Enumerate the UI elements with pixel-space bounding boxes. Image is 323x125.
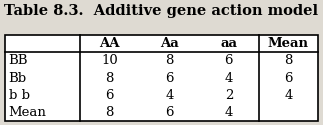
Text: Mean: Mean [9, 106, 47, 119]
Text: 6: 6 [165, 72, 173, 85]
Text: aa: aa [220, 37, 237, 50]
Text: 10: 10 [101, 54, 118, 67]
Text: 6: 6 [224, 54, 233, 67]
Text: 6: 6 [165, 106, 173, 119]
Text: AA: AA [99, 37, 120, 50]
Text: 4: 4 [225, 106, 233, 119]
Text: Mean: Mean [268, 37, 309, 50]
Text: 2: 2 [225, 89, 233, 102]
Text: Aa: Aa [160, 37, 179, 50]
Text: 8: 8 [284, 54, 293, 67]
Text: 8: 8 [106, 72, 114, 85]
Text: 6: 6 [284, 72, 293, 85]
Text: 4: 4 [165, 89, 173, 102]
Text: 4: 4 [225, 72, 233, 85]
Text: 8: 8 [106, 106, 114, 119]
Text: b b: b b [9, 89, 30, 102]
Text: 8: 8 [165, 54, 173, 67]
Text: 6: 6 [106, 89, 114, 102]
Text: Bb: Bb [9, 72, 27, 85]
Bar [5, 35, 318, 121]
Text: Table 8.3.  Additive gene action model: Table 8.3. Additive gene action model [5, 4, 318, 18]
Text: BB: BB [9, 54, 28, 67]
Text: 4: 4 [284, 89, 293, 102]
